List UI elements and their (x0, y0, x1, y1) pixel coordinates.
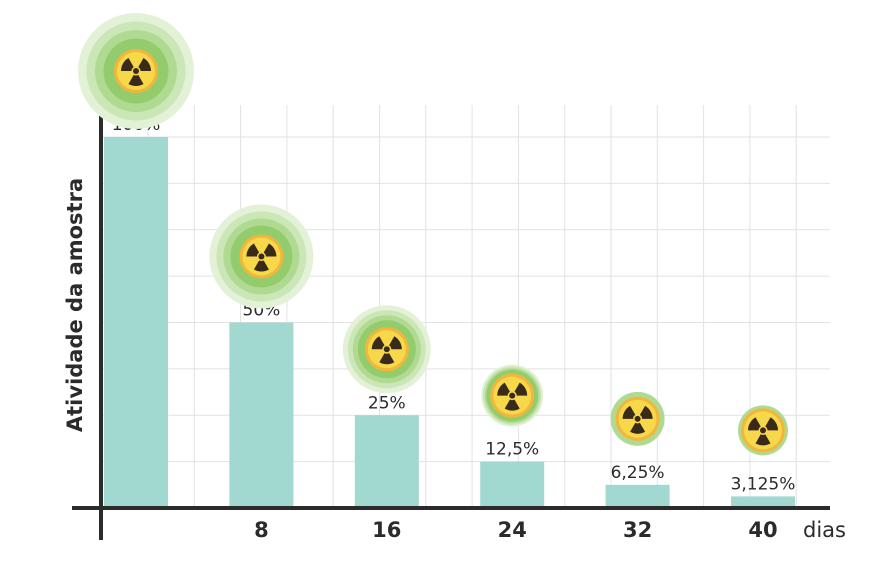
trefoil-blade (246, 243, 260, 257)
bar (605, 484, 670, 506)
trefoil-center (383, 346, 390, 353)
trefoil-center (133, 68, 139, 74)
x-tick-label: 32 (623, 518, 652, 542)
x-tick-label: 16 (372, 518, 401, 542)
trefoil-blade (748, 417, 761, 431)
radiation-icon (481, 364, 544, 427)
bar (229, 322, 294, 506)
trefoil-blade (755, 434, 771, 446)
bar (104, 137, 168, 506)
trefoil-blade (253, 260, 269, 272)
trefoil-blade (497, 382, 510, 396)
trefoil-center (760, 427, 766, 434)
trefoil-center (509, 392, 516, 399)
bar (354, 415, 419, 506)
trefoil-blade (389, 336, 402, 350)
radiation-icon (342, 305, 431, 394)
trefoil-blade (121, 58, 134, 71)
trefoil-center (258, 253, 265, 260)
bar (731, 496, 795, 506)
value-label: 6,25% (611, 463, 665, 483)
value-label: 12,5% (485, 440, 539, 460)
value-label: 3,125% (731, 474, 796, 494)
x-tick-label: 8 (254, 518, 269, 542)
trefoil-blade (630, 422, 646, 434)
bar (480, 461, 545, 506)
trefoil-center (634, 415, 641, 422)
radiation-icon (78, 13, 194, 129)
trefoil-blade (371, 336, 385, 350)
y-axis-label: Atividade da amostra (63, 178, 87, 432)
trefoil-blade (622, 405, 636, 419)
x-axis-label: dias (803, 518, 846, 542)
trefoil-blade (128, 74, 144, 86)
trefoil-blade (765, 417, 778, 431)
x-tick-label: 24 (498, 518, 527, 542)
radiation-icon (610, 391, 665, 446)
x-tick-label: 40 (748, 518, 777, 542)
trefoil-blade (379, 353, 395, 365)
trefoil-blade (138, 58, 151, 71)
radiation-icon (738, 405, 788, 456)
grid (101, 105, 830, 509)
trefoil-blade (504, 399, 520, 411)
trefoil-blade (263, 243, 277, 257)
trefoil-blade (639, 405, 653, 419)
radiation-icon (209, 204, 314, 309)
trefoil-blade (514, 382, 528, 396)
value-label: 25% (368, 393, 406, 413)
